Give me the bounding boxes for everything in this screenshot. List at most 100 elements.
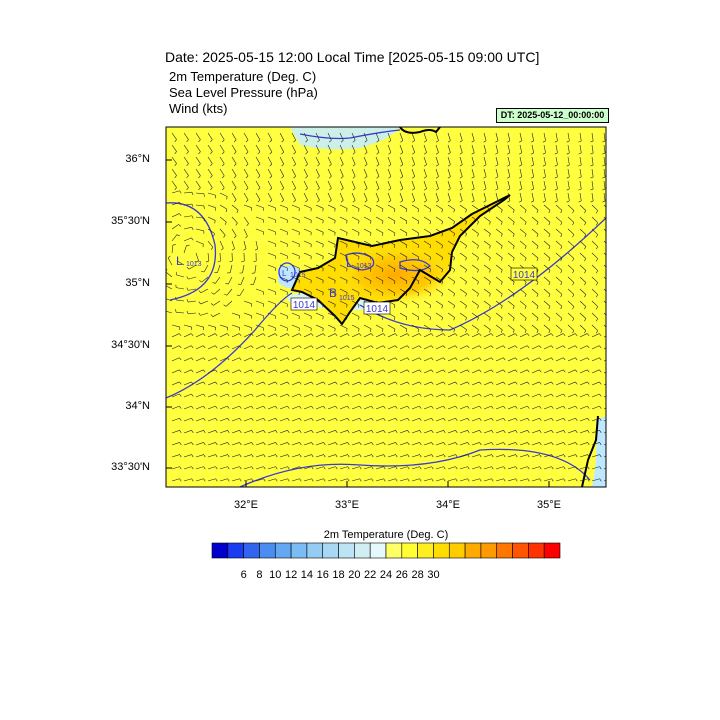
wind-barb-feather [459,164,463,167]
wind-barb-icon [195,369,204,374]
wind-barb-feather [198,139,201,143]
wind-barb-icon [327,478,336,482]
wind-barb-icon [255,228,264,233]
wind-barb-icon [363,454,372,458]
wind-barb-icon [555,240,563,247]
wind-barb-feather [467,369,470,373]
wind-barb-feather [191,215,194,219]
wind-barb-feather [382,333,386,336]
wind-barb-icon [507,144,511,153]
wind-barb-feather [477,305,479,309]
wind-barb-feather [215,357,218,361]
wind-barb-feather [515,357,518,361]
wind-barb-feather [479,369,482,373]
wind-barb-feather [388,140,392,143]
wind-barb-feather [429,233,432,237]
wind-barb-icon [555,454,564,458]
wind-barb-feather [584,282,587,286]
wind-barb-feather [198,175,201,179]
wind-barb-feather [491,466,494,470]
wind-barb-icon [207,393,216,398]
wind-barb-icon [459,357,468,362]
wind-barb-icon [555,132,558,141]
wind-barb-feather [431,381,434,385]
wind-barb-icon [255,333,264,338]
wind-barb-feather [179,213,182,217]
wind-barb-icon [243,156,249,165]
wind-barb-icon [387,333,396,338]
wind-barb-icon [243,381,252,386]
wind-barb-icon [375,430,384,434]
wind-barb-icon [399,381,408,386]
wind-barb-feather [465,317,467,321]
wind-barb-icon [363,180,368,189]
wind-barb-icon [519,454,528,458]
wind-barb-feather [587,369,590,373]
wind-barb-icon [567,168,570,177]
wind-barb-icon [471,192,475,201]
wind-barb-feather [560,294,563,298]
wind-barb-icon [267,345,276,350]
wind-barb-feather [317,175,320,179]
wind-barb-icon [423,312,431,318]
wind-barb-feather [455,345,458,349]
wind-barb-icon [471,156,475,165]
wind-barb-icon [399,345,408,350]
wind-barb-icon [543,216,551,223]
wind-barb-icon [171,405,180,410]
wind-barb-icon [267,180,273,189]
wind-barb-icon [435,228,443,234]
wind-barb-icon [459,144,463,153]
wind-barb-icon [555,276,563,283]
wind-barb-feather [203,369,206,373]
wind-barb-feather [551,345,554,349]
wind-barb-feather [483,200,487,203]
wind-barb-icon [423,228,431,234]
wind-barb-icon [339,381,348,386]
wind-barb-icon [339,393,348,398]
wind-barb-feather [239,381,242,385]
wind-barb-feather [370,333,374,336]
wind-barb-feather [530,200,534,203]
wind-barb-feather [383,405,386,409]
wind-barb-icon [219,180,225,188]
wind-barb-icon [315,192,320,201]
wind-barb-feather [352,188,356,191]
colorbar-swatch [496,542,513,559]
wind-barb-icon [255,417,264,422]
wind-barb-icon [387,405,396,410]
wind-barb-icon [255,466,264,470]
wind-barb-icon [363,168,368,177]
wind-barb-icon [171,190,180,194]
wind-barb-icon [543,264,551,271]
wind-barb-icon [423,168,427,177]
wind-barb-icon [555,381,564,386]
wind-barb-feather [263,478,266,482]
wind-barb-icon [200,300,209,305]
wind-barb-feather [536,210,539,213]
wind-barb-feather [500,233,503,237]
wind-barb-icon [483,369,492,374]
colorbar-tick-label: 6 [240,569,247,581]
wind-barb-feather [542,188,546,191]
wind-barb-icon [591,369,600,374]
wind-barb-feather [191,418,194,421]
wind-barb-feather [602,200,606,203]
wind-barb-icon [435,264,443,270]
wind-barb-feather [203,478,206,482]
wind-barb-feather [179,369,182,373]
svg-text:1014: 1014 [513,270,536,281]
wind-barb-feather [311,369,314,373]
wind-barb-feather [253,260,257,263]
wind-barb-icon [219,381,228,386]
wind-barb-feather [423,164,427,167]
wind-barb-icon [219,228,226,236]
wind-barb-feather [251,478,254,482]
colorbar-swatch [227,542,244,559]
wind-barb-icon [219,417,228,422]
wind-barb-icon [531,324,539,331]
wind-barb-icon [267,132,273,141]
wind-barb-icon [279,466,288,470]
wind-barb-feather [566,164,570,167]
wind-barb-feather [241,260,245,263]
